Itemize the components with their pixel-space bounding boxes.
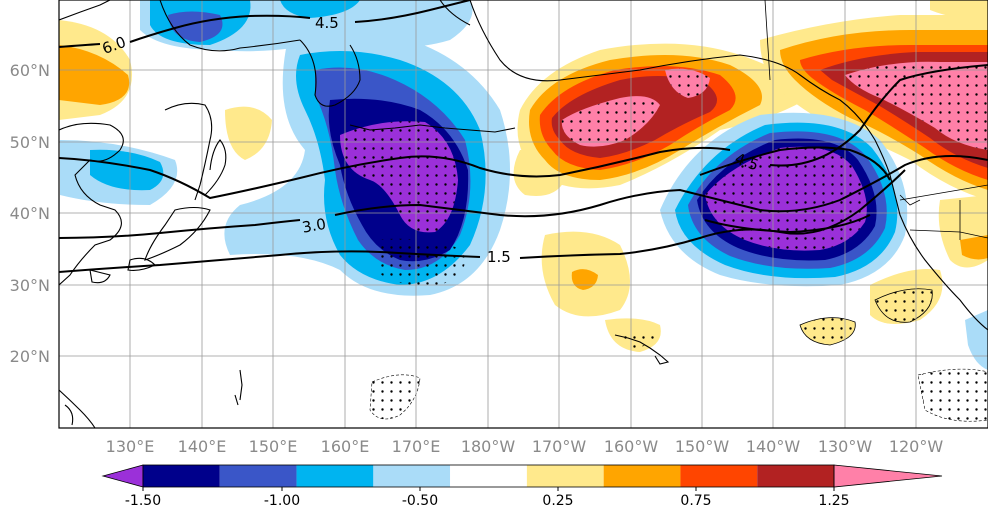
colorbar-box — [296, 465, 374, 487]
colorbar-label: 0.75 — [680, 493, 711, 509]
latitude-labels: 60°N 50°N 40°N 30°N 20°N — [10, 61, 50, 366]
lon-label: 170°W — [532, 437, 587, 456]
lat-label: 40°N — [10, 204, 50, 223]
colorbar-extend-low — [101, 464, 144, 488]
longitude-labels: 130°E 140°E 150°E 160°E 170°E 180°W 170°… — [106, 437, 944, 456]
colorbar-label: -1.50 — [125, 493, 161, 509]
colorbar-box — [680, 465, 758, 487]
colorbar-frame — [142, 464, 835, 488]
significance-stipple — [340, 61, 988, 422]
colorbar-label: -0.50 — [402, 493, 438, 509]
lon-label: 120°W — [889, 437, 944, 456]
borders — [764, 0, 988, 240]
colorbar-extend-high — [833, 464, 943, 488]
lon-label: 170°E — [392, 437, 441, 456]
contour-label: 3.0 — [301, 215, 328, 237]
colorbar-box — [219, 465, 297, 487]
lon-label: 140°E — [178, 437, 227, 456]
lon-label: 180°W — [461, 437, 516, 456]
lat-label: 60°N — [10, 61, 50, 80]
lon-label: 150°W — [675, 437, 730, 456]
height-contours — [59, 0, 988, 273]
map-frame — [58, 0, 988, 429]
colorbar-label: -1.00 — [264, 493, 300, 509]
lon-label: 160°W — [604, 437, 659, 456]
contour-label: 1.5 — [487, 248, 511, 266]
lon-label: 150°E — [249, 437, 298, 456]
lon-label: 140°W — [746, 437, 801, 456]
lon-label: 130°W — [818, 437, 873, 456]
colorbar-box — [757, 465, 834, 487]
colorbar-label: 1.25 — [818, 493, 849, 509]
map-area: 6.0 4.5 3.0 1.5 4.5 — [59, 0, 988, 428]
lon-label: 130°E — [106, 437, 155, 456]
lat-label: 30°N — [10, 276, 50, 295]
contour-labels: 6.0 4.5 3.0 1.5 4.5 — [100, 14, 761, 266]
colorbar-box — [450, 465, 527, 487]
colorbar — [101, 464, 943, 491]
lat-label: 20°N — [10, 347, 50, 366]
colorbar-box — [526, 465, 604, 487]
coastlines — [59, 0, 988, 428]
lon-label: 160°E — [321, 437, 370, 456]
colorbar-label: 0.25 — [542, 493, 573, 509]
lat-label: 50°N — [10, 133, 50, 152]
colorbar-box — [143, 465, 220, 487]
colorbar-labels: -1.50 -1.00 -0.50 0.25 0.75 1.25 — [125, 493, 850, 509]
colorbar-box — [373, 465, 451, 487]
colorbar-box — [603, 465, 681, 487]
contour-label: 4.5 — [315, 14, 339, 32]
